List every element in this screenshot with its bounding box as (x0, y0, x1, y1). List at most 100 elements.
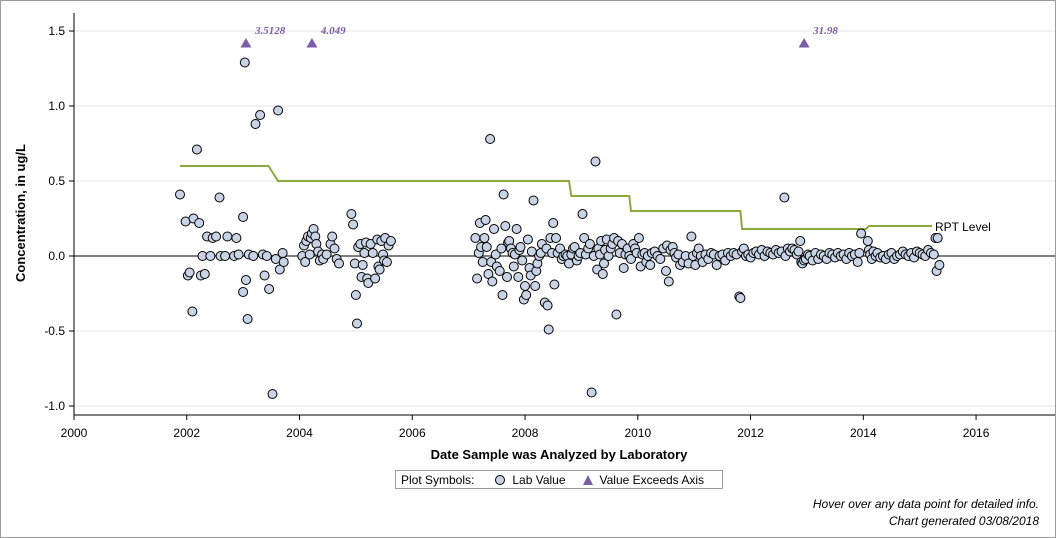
exceeds-axis-marker[interactable] (240, 38, 252, 48)
lab-value-point[interactable]: 0.12 (579, 233, 590, 243)
lab-value-point[interactable]: -0.03 (517, 255, 528, 266)
lab-value-point[interactable]: 0.06 (569, 242, 580, 252)
lab-value-point[interactable]: -0.26 (350, 290, 361, 300)
lab-value-point[interactable]: -0.37 (187, 306, 198, 317)
lab-value-point[interactable]: 0.63 (590, 156, 601, 167)
lab-value-point[interactable]: -0.39 (611, 309, 622, 320)
lab-value-point[interactable]: -0.06 (934, 260, 945, 270)
exceeds-axis-marker[interactable] (306, 38, 318, 48)
lab-value-point[interactable]: -0.06 (645, 260, 656, 270)
lab-value-point[interactable]: 0.02 (854, 248, 865, 258)
lab-value-point[interactable]: 0.39 (779, 192, 790, 203)
lab-value-point[interactable]: 0.08 (584, 239, 595, 249)
lab-value-point[interactable]: 0.41 (175, 189, 185, 200)
lab-value-point[interactable]: 0.28 (577, 209, 588, 219)
lab-value-point[interactable]: 0.01 (928, 249, 939, 260)
lab-value-point[interactable]: 0.03 (793, 246, 804, 257)
lab-value-point[interactable]: 0.37 (528, 195, 539, 206)
lab-value-point[interactable]: -0.24 (238, 287, 249, 297)
lab-value-point[interactable]: 0.39 (214, 192, 225, 203)
lab-value-point[interactable]: -0.33 (542, 300, 553, 311)
lab-value-point[interactable]: 0.12 (470, 233, 481, 243)
lab-value-point[interactable]: -0.04 (381, 257, 392, 267)
lab-value-point[interactable]: -0.19 (549, 279, 560, 290)
lab-value-point[interactable]: 0.05 (329, 243, 340, 254)
lab-value-point[interactable]: -0.1 (494, 266, 505, 276)
lab-value-point[interactable]: 0.02 (367, 248, 378, 258)
lab-value-point[interactable]: -0.45 (352, 318, 362, 329)
lab-value-point[interactable]: 0.1 (862, 236, 873, 246)
lab-value-point[interactable]: -0.26 (521, 290, 532, 300)
lab-value-point[interactable]: 1.29 (239, 57, 250, 68)
lab-value-point[interactable]: -0.26 (497, 290, 508, 300)
lab-value-point[interactable]: 0.02 (359, 248, 370, 258)
lab-value-point[interactable]: 0.13 (686, 231, 697, 242)
exceeds-axis-marker[interactable] (798, 38, 810, 48)
lab-value-point[interactable]: 0.2 (500, 221, 511, 231)
lab-value-point[interactable]: 0.13 (211, 231, 222, 242)
lab-value-point[interactable]: 0 (220, 251, 231, 261)
lab-value-point[interactable]: -0.15 (472, 273, 483, 284)
lab-value-point[interactable]: -0.17 (663, 276, 674, 287)
lab-value-point[interactable]: 0.12 (479, 233, 490, 243)
lab-value-point[interactable]: -0.05 (334, 258, 344, 269)
lab-value-point[interactable]: -0.22 (264, 284, 275, 294)
lab-value-point[interactable]: -0.2 (520, 281, 530, 291)
lab-value-point[interactable]: -0.13 (259, 270, 270, 281)
lab-value-point[interactable]: 0.11 (522, 234, 533, 245)
lab-value-point[interactable]: -0.17 (487, 276, 498, 287)
lab-value-point[interactable]: -0.28 (735, 293, 746, 303)
lab-value-point[interactable]: -0.2 (530, 281, 541, 291)
lab-value-point[interactable]: 0 (205, 251, 216, 261)
lab-value-point[interactable]: 0.13 (222, 231, 233, 242)
lab-value-point[interactable]: -0.14 (513, 272, 524, 282)
lab-value-point[interactable]: 0.1 (385, 236, 396, 246)
lab-value-point[interactable]: 0.1 (795, 236, 806, 246)
lab-value-point[interactable]: -0.07 (508, 261, 519, 272)
lab-value-point[interactable]: 0.94 (255, 110, 266, 120)
lab-value-point[interactable]: -0.02 (626, 254, 636, 264)
lab-value-point[interactable]: 0.97 (273, 105, 284, 116)
lab-value-point[interactable]: 0.02 (277, 248, 288, 258)
lab-value-point[interactable]: -0.04 (300, 257, 311, 267)
lab-value-point[interactable]: 0.22 (548, 218, 559, 228)
lab-value-point[interactable]: 0.01 (321, 249, 332, 260)
lab-value-point[interactable]: -0.14 (502, 272, 512, 282)
lab-value-point[interactable]: -0.16 (241, 275, 251, 285)
lab-value-point[interactable]: -0.05 (599, 258, 609, 269)
lab-value-point[interactable]: -0.06 (711, 260, 722, 270)
lab-value-point[interactable]: -0.11 (184, 267, 195, 278)
lab-value-point[interactable]: 0.88 (250, 119, 261, 129)
lab-value-point[interactable]: -0.12 (597, 269, 608, 279)
lab-value-point[interactable]: 0.15 (856, 228, 867, 239)
lab-value-point[interactable]: 0.26 (238, 212, 249, 222)
lab-value-point[interactable]: -0.04 (278, 257, 289, 267)
lab-value-point[interactable]: 0.06 (515, 242, 526, 252)
lab-value-point[interactable]: -0.04 (477, 257, 488, 267)
lab-value-point[interactable]: -0.08 (618, 263, 629, 273)
lab-value-point[interactable]: 0.78 (485, 134, 496, 144)
lab-value-point[interactable]: 0 (261, 251, 272, 261)
exceeds-axis-markers[interactable]: 3.5128 4.049 31.98 (240, 25, 838, 48)
lab-value-point[interactable]: 0.22 (194, 218, 205, 228)
lab-value-point[interactable]: 0.71 (191, 144, 202, 155)
lab-value-point[interactable]: 0.18 (489, 224, 499, 234)
lab-value-points[interactable]: 0.410.23-0.13-0.11-0.370.250.710.22-0.13… (175, 57, 945, 399)
lab-value-point[interactable]: 0.13 (327, 231, 338, 242)
lab-value-point[interactable]: 0.01 (490, 249, 501, 260)
lab-value-point[interactable]: 0.01 (304, 249, 315, 260)
lab-value-point[interactable]: 0.28 (346, 209, 357, 219)
lab-value-point[interactable]: 0.12 (932, 233, 943, 243)
lab-value-point[interactable]: 0.01 (233, 249, 244, 260)
lab-value-point[interactable]: -0.18 (363, 278, 374, 288)
lab-value-point[interactable]: 0.18 (511, 224, 522, 234)
lab-value-point[interactable]: 0.12 (551, 233, 561, 243)
lab-value-point[interactable]: 0.06 (481, 242, 492, 252)
lab-value-point[interactable]: -0.92 (267, 389, 278, 399)
lab-value-point[interactable]: 0.12 (231, 233, 242, 243)
lab-value-point[interactable]: -0.09 (374, 264, 385, 275)
lab-value-point[interactable]: -0.02 (655, 254, 666, 264)
lab-value-point[interactable]: -0.91 (586, 387, 597, 398)
lab-value-point[interactable]: 0.21 (348, 219, 359, 230)
lab-value-point[interactable]: -0.1 (661, 266, 671, 276)
